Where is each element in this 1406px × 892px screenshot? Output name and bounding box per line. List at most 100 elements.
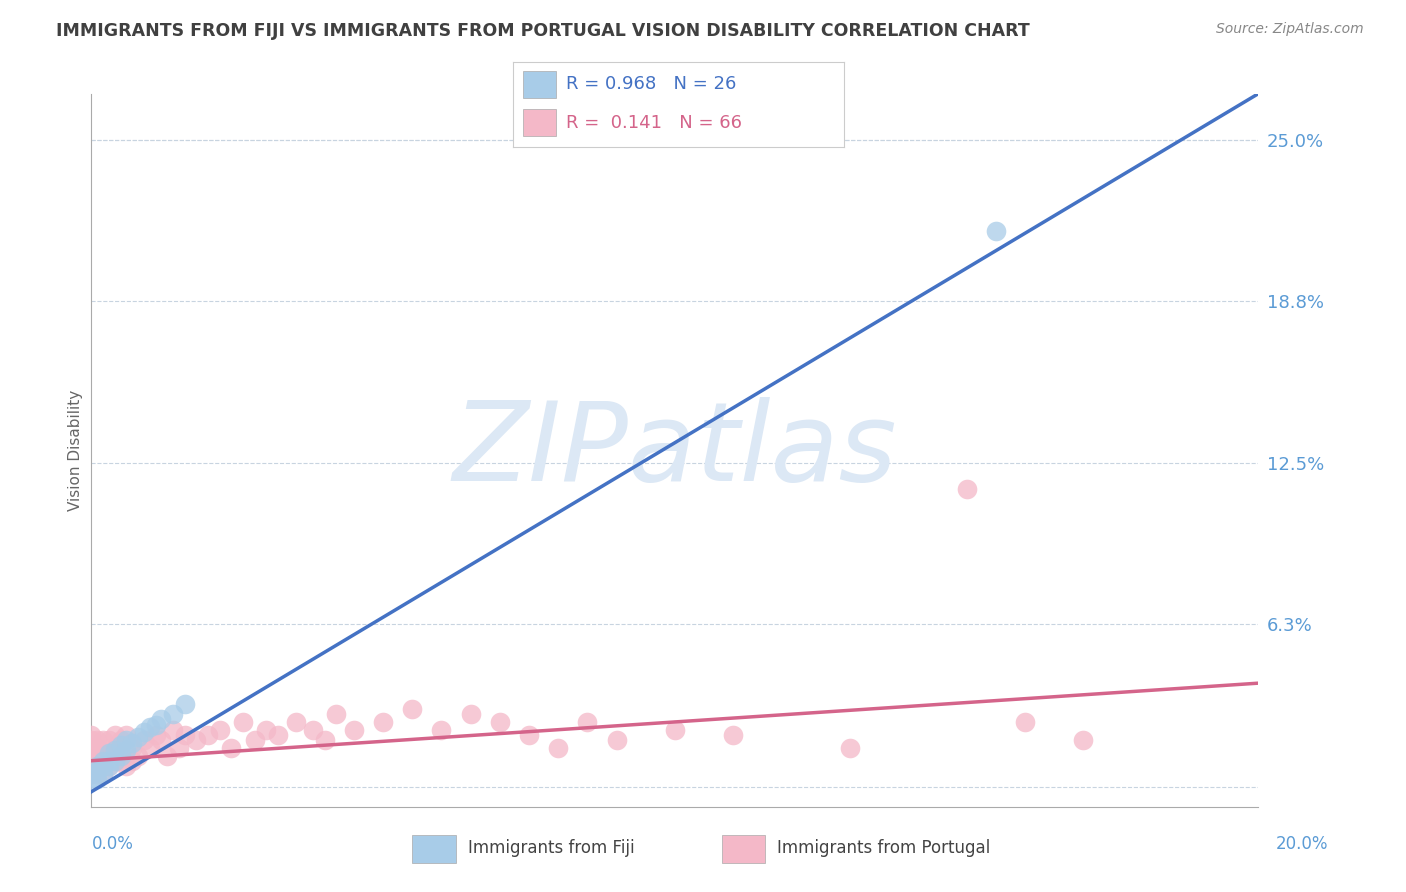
- Point: [86, 764, 108, 778]
- Point: [267, 728, 290, 742]
- Point: [91, 754, 114, 768]
- Point: [80, 733, 103, 747]
- Point: [371, 714, 394, 729]
- Point: [956, 482, 979, 496]
- Point: [127, 731, 149, 745]
- Point: [110, 748, 132, 763]
- Point: [86, 740, 108, 755]
- Point: [547, 740, 569, 755]
- Text: ZIPatlas: ZIPatlas: [453, 397, 897, 504]
- Point: [115, 733, 138, 747]
- Point: [97, 759, 120, 773]
- Point: [97, 748, 120, 763]
- Point: [325, 707, 347, 722]
- Text: Immigrants from Portugal: Immigrants from Portugal: [778, 839, 990, 857]
- Text: R = 0.968   N = 26: R = 0.968 N = 26: [567, 76, 737, 94]
- Text: R =  0.141   N = 66: R = 0.141 N = 66: [567, 113, 742, 132]
- Point: [173, 697, 195, 711]
- Point: [86, 733, 108, 747]
- Point: [121, 740, 143, 755]
- Point: [91, 759, 114, 773]
- Point: [576, 714, 599, 729]
- Point: [80, 759, 103, 773]
- Point: [150, 733, 173, 747]
- Point: [97, 746, 120, 760]
- Text: 0.0%: 0.0%: [91, 835, 134, 853]
- Point: [460, 707, 482, 722]
- Point: [80, 728, 103, 742]
- Point: [1073, 733, 1095, 747]
- Point: [97, 754, 120, 768]
- Point: [138, 740, 162, 755]
- Bar: [523, 71, 557, 98]
- Point: [91, 733, 114, 747]
- Point: [284, 714, 307, 729]
- Point: [127, 748, 149, 763]
- Point: [232, 714, 254, 729]
- Y-axis label: Vision Disability: Vision Disability: [67, 390, 83, 511]
- Point: [132, 733, 155, 747]
- Point: [243, 733, 266, 747]
- Point: [1014, 714, 1036, 729]
- Text: IMMIGRANTS FROM FIJI VS IMMIGRANTS FROM PORTUGAL VISION DISABILITY CORRELATION C: IMMIGRANTS FROM FIJI VS IMMIGRANTS FROM …: [56, 22, 1031, 40]
- Bar: [523, 109, 557, 136]
- Point: [86, 759, 108, 773]
- Point: [115, 759, 138, 773]
- Point: [121, 754, 143, 768]
- Point: [104, 728, 127, 742]
- Point: [302, 723, 325, 737]
- Point: [132, 725, 155, 739]
- Point: [197, 728, 219, 742]
- Point: [145, 728, 167, 742]
- Point: [91, 766, 114, 780]
- Point: [80, 748, 103, 763]
- Point: [162, 723, 184, 737]
- Point: [110, 754, 132, 768]
- Point: [489, 714, 512, 729]
- Point: [314, 733, 336, 747]
- Point: [343, 723, 366, 737]
- Point: [254, 723, 277, 737]
- Point: [86, 748, 108, 763]
- Point: [984, 224, 1007, 238]
- Point: [104, 740, 127, 755]
- Point: [86, 759, 108, 773]
- Point: [86, 766, 108, 780]
- Point: [91, 766, 114, 780]
- Point: [91, 748, 114, 763]
- Point: [110, 733, 132, 747]
- Point: [80, 774, 103, 789]
- Point: [115, 728, 138, 742]
- Point: [605, 733, 627, 747]
- Point: [664, 723, 686, 737]
- Point: [80, 740, 103, 755]
- Point: [115, 743, 138, 757]
- Point: [121, 736, 143, 750]
- Point: [80, 766, 103, 780]
- Point: [173, 728, 195, 742]
- Point: [80, 754, 103, 768]
- Point: [86, 772, 108, 786]
- Point: [97, 759, 120, 773]
- Point: [104, 743, 127, 757]
- Point: [167, 740, 190, 755]
- Text: Immigrants from Fiji: Immigrants from Fiji: [468, 839, 634, 857]
- Point: [150, 712, 173, 726]
- Point: [517, 728, 540, 742]
- Point: [186, 733, 208, 747]
- Point: [86, 754, 108, 768]
- Point: [104, 754, 127, 768]
- Point: [723, 728, 745, 742]
- Point: [110, 738, 132, 752]
- Point: [80, 766, 103, 780]
- Text: 20.0%: 20.0%: [1277, 835, 1329, 853]
- Point: [104, 754, 127, 768]
- Bar: [721, 836, 765, 863]
- Point: [156, 748, 179, 763]
- Point: [138, 720, 162, 734]
- Text: Source: ZipAtlas.com: Source: ZipAtlas.com: [1216, 22, 1364, 37]
- Point: [208, 723, 231, 737]
- Point: [162, 707, 184, 722]
- Point: [145, 717, 167, 731]
- Point: [221, 740, 243, 755]
